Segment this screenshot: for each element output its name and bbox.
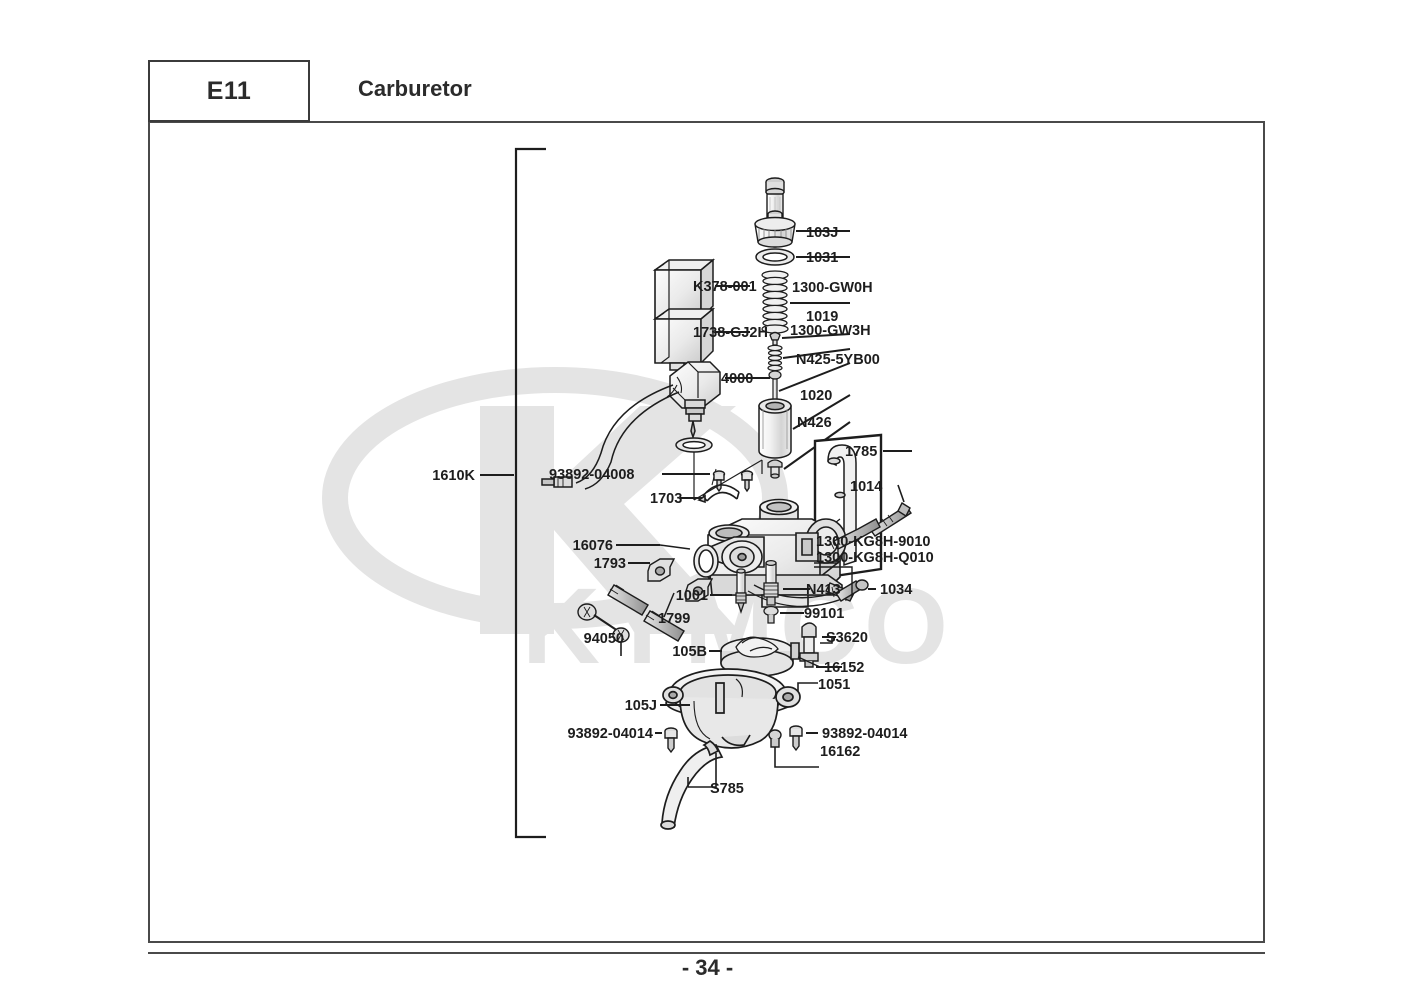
part-S785-drain-hose: [660, 739, 724, 830]
part-4000-wire-lead: [541, 384, 680, 490]
part-93892-04008-screws: [711, 468, 754, 493]
footer-divider: [148, 952, 1265, 954]
part-label-1300-GW0H: 1300-GW0H: [792, 280, 873, 296]
part-4000-auto-bystarter: [669, 361, 721, 440]
part-label-105B: 105B: [672, 644, 707, 660]
part-label-1034: 1034: [880, 582, 912, 598]
part-label-16076: 16076: [573, 538, 613, 554]
part-93892-04014-screw-left: [664, 727, 678, 754]
part-label-K378-001: K378-001: [693, 279, 757, 295]
part-label-93892-04008: 93892-04008: [549, 467, 634, 483]
part-label-1793: 1793: [594, 556, 626, 572]
section-code-box: E11: [148, 60, 310, 122]
part-99101-jet: [763, 605, 779, 624]
part-label-4000: 4000: [721, 371, 753, 387]
part-1034-screw: [835, 579, 869, 602]
part-label-94050: 94050: [584, 631, 624, 647]
part-label-1031: 1031: [806, 250, 838, 266]
part-N426-needle-jet: [767, 459, 783, 479]
part-1738-GJ2H-block: [652, 307, 716, 371]
part-93892-04014-screw-right: [789, 725, 803, 752]
part-label-S785: S785: [710, 781, 744, 797]
part-label-16152: 16152: [824, 660, 864, 676]
part-label-N413: N413: [806, 582, 841, 598]
page-title: Carburetor: [358, 76, 472, 101]
part-label-93892-04014-left: 93892-04014: [568, 726, 653, 742]
part-label-1001: 1001: [676, 588, 708, 604]
part-label-N425-5YB00: N425-5YB00: [796, 352, 880, 368]
part-16076-o-ring: [693, 544, 719, 578]
part-1019-clip: [769, 331, 781, 346]
part-S3620-float-valve: [799, 622, 819, 668]
part-1300-GW3H-spring: [767, 344, 783, 372]
part-1300-GW0H-spring: [761, 270, 789, 334]
part-1001-pilot-screw: [735, 568, 747, 615]
part-1031-o-ring: [755, 248, 795, 266]
part-N413-main-jet: [763, 559, 779, 606]
part-1799-bolts: [607, 584, 685, 642]
part-label-1019: 1019: [806, 309, 838, 325]
part-label-105J: 105J: [625, 698, 657, 714]
part-label-103J: 103J: [806, 225, 838, 241]
part-94050-screws: [577, 603, 630, 656]
part-label-1738-GJ2H: 1738-GJ2H: [693, 325, 768, 341]
part-label-1300-KG8H-Q010: 1300-KG8H-Q010: [816, 550, 934, 566]
part-label-1610K: 1610K: [432, 468, 475, 484]
part-label-1785: 1785: [845, 444, 877, 460]
part-1014-screw: [869, 501, 912, 537]
part-label-1300-KG8H-9010: 1300-KG8H-9010: [816, 534, 930, 550]
part-16162-drain: [768, 729, 782, 748]
part-label-1799: 1799: [658, 611, 690, 627]
part-label-1703: 1703: [650, 491, 682, 507]
page-number: - 34 -: [681, 955, 734, 980]
kg8h-leader-lines: [814, 541, 853, 597]
part-1703-clip: [697, 484, 740, 504]
assembly-bracket-1610K: [514, 147, 546, 839]
part-label-N426: N426: [797, 415, 832, 431]
part-label-16162: 16162: [820, 744, 860, 760]
part-label-1300-GW3H: 1300-GW3H: [790, 323, 871, 339]
part-carburetor-body: [707, 498, 847, 608]
part-4000-seal-oring: [675, 437, 713, 453]
part-1020-throttle-slide: [758, 398, 792, 459]
part-label-93892-04014-right: 93892-04014: [822, 726, 907, 742]
part-105J-float-bowl: [662, 668, 801, 749]
section-code-label: E11: [206, 76, 252, 105]
exploded-parts-diagram: KYMCO 1610K: [150, 123, 1263, 941]
part-1793-bracket-nuts: [647, 558, 714, 602]
part-label-99101: 99101: [804, 606, 844, 622]
part-label-S3620: S3620: [826, 630, 868, 646]
part-label-1051: 1051: [818, 677, 850, 693]
part-label-1020: 1020: [800, 388, 832, 404]
part-103J-top-cap: [754, 210, 796, 248]
part-label-1014: 1014: [850, 479, 882, 495]
part-K378-001-block: [652, 258, 716, 327]
